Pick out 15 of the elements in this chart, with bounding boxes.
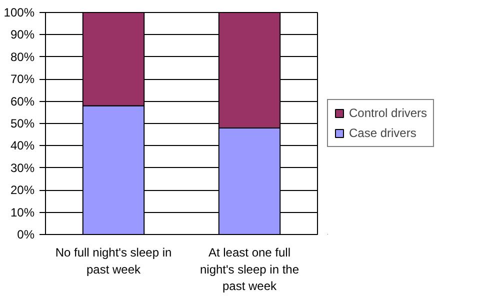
y-tick-label: 50% (10, 116, 35, 130)
y-tick-label: 60% (10, 94, 35, 108)
legend-label: Control drivers (349, 106, 428, 120)
x-tick-label: No full night's sleep in past week (55, 246, 172, 276)
y-tick-label: 10% (10, 205, 35, 220)
y-tick-label: 80% (10, 50, 35, 64)
x-tick-label: At least one full night's sleep in the past week (200, 246, 300, 294)
y-tick-label: 0% (17, 228, 35, 242)
y-tick-label: 90% (10, 28, 35, 42)
legend-label: Case drivers (349, 126, 416, 140)
y-tick-label: 70% (10, 72, 35, 86)
y-tick-label: 20% (10, 183, 35, 198)
y-tick-label: 100% (4, 6, 35, 20)
y-tick-label: 30% (10, 160, 35, 175)
y-tick-label: 40% (10, 138, 35, 153)
